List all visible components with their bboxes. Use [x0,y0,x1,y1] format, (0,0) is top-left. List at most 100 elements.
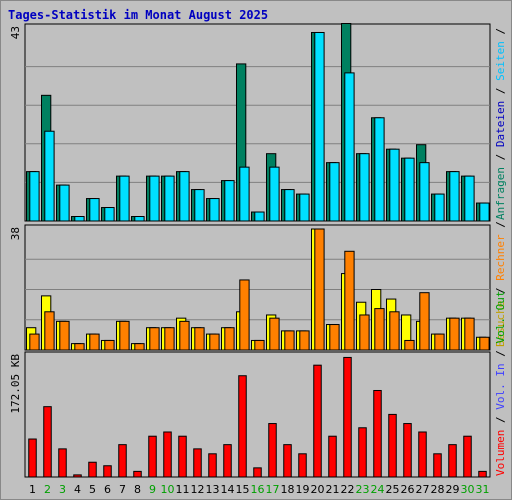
bar-dateien-day-13 [209,198,220,222]
x-tick-label: 3 [59,483,66,496]
legend-entry: / [494,410,507,423]
plot-area [24,351,491,478]
bar-dateien-day-17 [269,166,280,222]
bar-rechner-day-18 [284,330,295,351]
bar-volumen-day-12 [193,448,202,478]
bar-rechner-day-2 [44,311,55,351]
requests-chart: 43 [9,23,491,222]
bar-dateien-day-27 [419,162,430,222]
bar-dateien-day-22 [344,72,355,222]
bar-rechner-day-10 [164,327,175,351]
bar-rechner-day-5 [89,333,100,351]
bar-dateien-day-21 [329,162,340,222]
bar-volumen-day-27 [418,431,427,478]
x-tick-label: 23 [356,483,370,496]
legend-bottom: Volumen / Vol. In / Vol. Out [494,291,507,476]
visits-chart: 38 [9,224,491,351]
bar-rechner-day-24 [374,308,385,351]
bar-volumen-day-19 [298,453,307,478]
bar-rechner-day-11 [179,320,190,351]
bar-dateien-day-15 [239,166,250,222]
legend-entry: / [494,221,507,228]
x-tick-label: 11 [176,483,190,496]
x-tick-label: 31 [476,483,490,496]
bar-dateien-day-19 [299,193,310,222]
bar-volumen-day-7 [118,444,127,478]
bar-volumen-day-17 [268,423,277,478]
bar-dateien-day-25 [389,148,400,222]
legend-entry: Volumen [494,423,507,476]
x-tick-label: 9 [149,483,156,496]
bar-volumen-day-5 [88,461,97,478]
bar-dateien-day-14 [224,180,235,222]
legend-entry: / [494,28,507,35]
x-axis-labels: 1 2 3 4 5 6 7 8 9 10 11 12 13 14 15 16 17 18 19 20 21 22 23 24 2… [29,483,490,496]
x-tick-label: 17 [266,483,280,496]
x-tick-label: 1 [29,483,36,496]
bar-dateien-day-20 [314,31,325,222]
bar-dateien-day-31 [479,202,490,222]
legend-entry: Vol. In [494,357,507,410]
bar-dateien-day-16 [254,211,265,222]
legend-entry: Rechner [494,228,507,281]
bar-rechner-day-14 [224,327,235,351]
legend-entry: / [494,344,507,357]
x-tick-label: 22 [341,483,355,496]
legend-entry: / [494,281,507,294]
bar-volumen-day-23 [358,427,367,478]
y-max-label: 172.05 KB [9,354,22,414]
bar-rechner-day-31 [479,336,490,351]
x-tick-label: 16 [251,483,265,496]
bar-rechner-day-30 [464,317,475,351]
y-max-label: 38 [9,227,22,240]
bar-volumen-day-11 [178,435,187,478]
x-tick-label: 24 [371,483,385,496]
bar-rechner-day-23 [359,314,370,351]
x-tick-label: 15 [236,483,250,496]
bar-rechner-day-8 [134,343,145,351]
bar-dateien-day-4 [74,216,85,222]
legend-entry: Vol. Out [494,291,507,344]
x-tick-label: 30 [461,483,475,496]
bar-dateien-day-18 [284,189,295,222]
bar-volumen-day-26 [403,423,412,478]
legend-entry: Seiten [494,35,507,81]
bar-rechner-day-15 [239,279,250,351]
bar-rechner-day-28 [434,333,445,351]
bar-rechner-day-3 [59,320,70,351]
volume-chart: 172.05 KB [9,351,491,478]
legend-entry: / [494,147,507,160]
x-tick-label: 27 [416,483,430,496]
x-tick-label: 18 [281,483,295,496]
x-tick-label: 21 [326,483,340,496]
bar-dateien-day-5 [89,198,100,222]
bar-rechner-day-13 [209,333,220,351]
bar-rechner-day-9 [149,327,160,351]
bar-dateien-day-9 [149,175,160,222]
bar-rechner-day-21 [329,324,340,351]
bar-volumen-day-1 [28,438,37,478]
bar-rechner-day-29 [449,317,460,351]
x-tick-label: 4 [74,483,81,496]
bar-dateien-day-6 [104,207,115,222]
bar-volumen-day-6 [103,465,112,478]
bar-dateien-day-29 [449,171,460,222]
bar-dateien-day-12 [194,189,205,222]
bar-volumen-day-16 [253,467,262,478]
bar-volumen-day-29 [448,444,457,478]
plot-area [24,224,491,351]
bar-rechner-day-6 [104,339,115,351]
bar-volumen-day-21 [328,435,337,478]
bar-rechner-day-12 [194,327,205,351]
x-tick-label: 12 [191,483,205,496]
bar-rechner-day-22 [344,250,355,351]
x-tick-label: 19 [296,483,310,496]
y-max-label: 43 [9,26,22,39]
bar-rechner-day-4 [74,343,85,351]
x-tick-label: 8 [134,483,141,496]
bar-dateien-day-8 [134,216,145,222]
x-tick-label: 20 [311,483,325,496]
x-tick-label: 26 [401,483,415,496]
bar-dateien-day-28 [434,193,445,222]
